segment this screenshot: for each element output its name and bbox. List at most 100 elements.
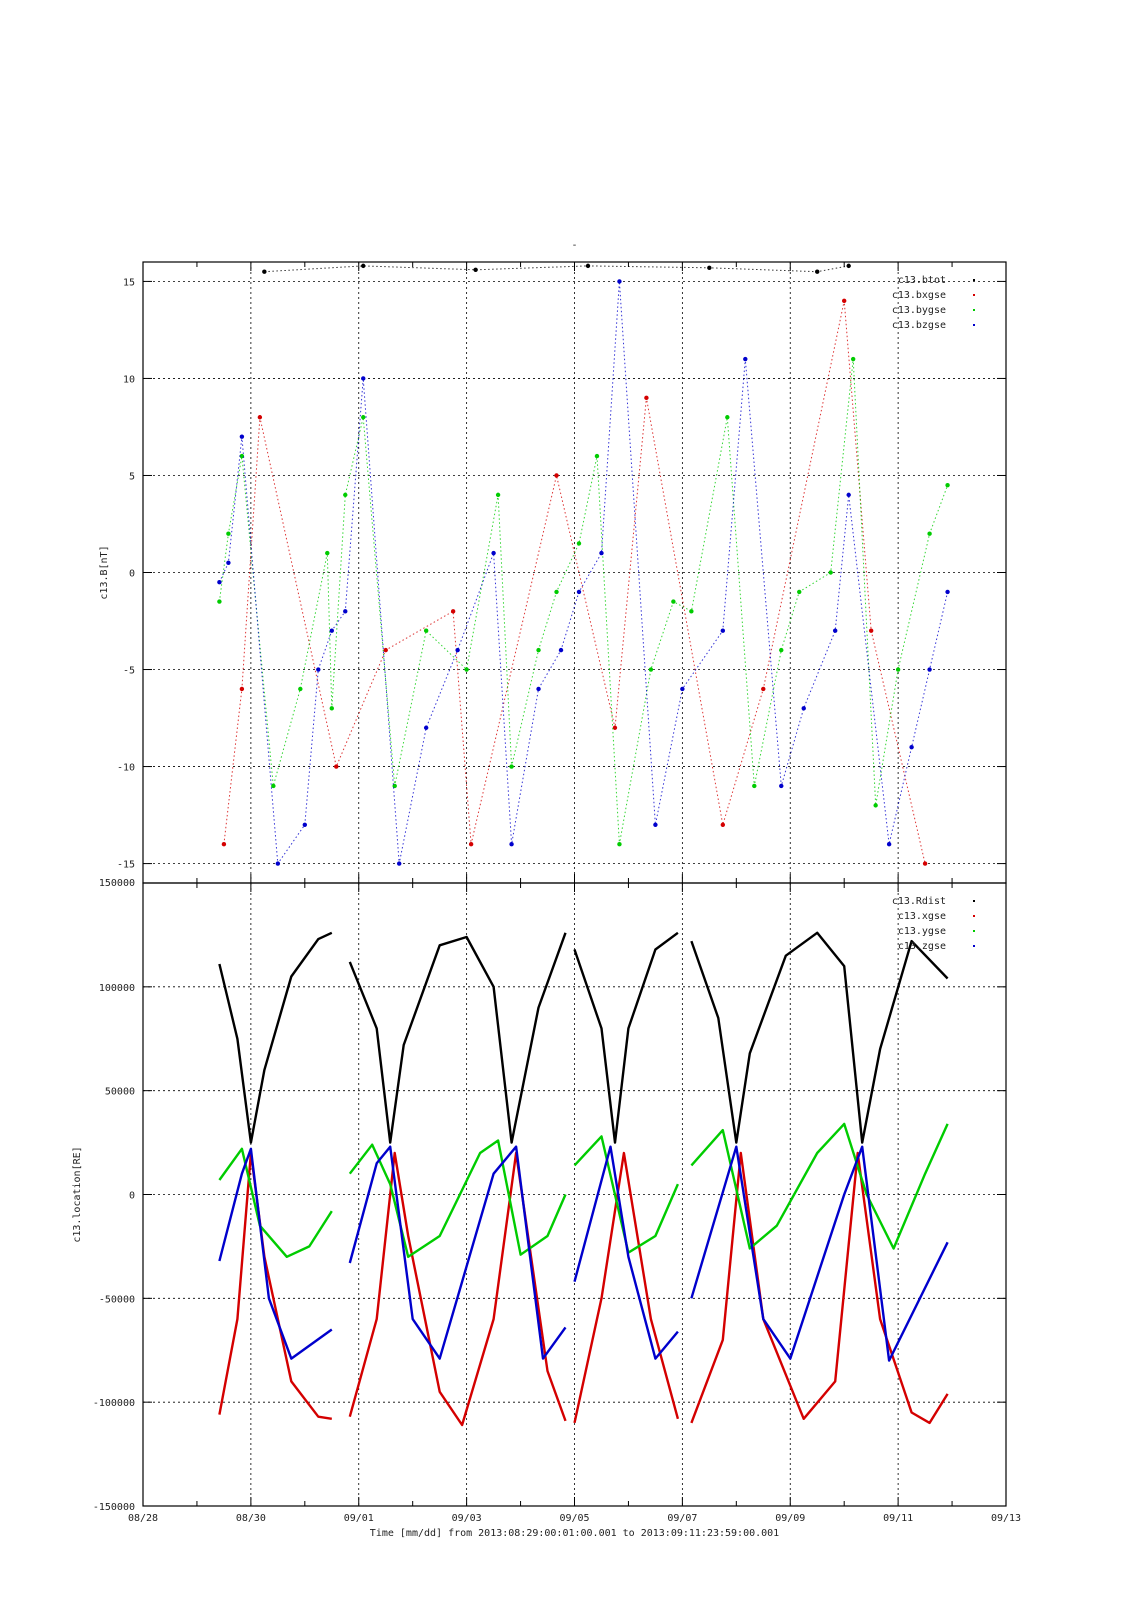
y-tick-label: -10 xyxy=(117,763,135,774)
data-point xyxy=(329,706,334,711)
magnetic-field-panel: 15 10 5 0 -5 -10 -15 c13.B[nT] c13.btot c13.bxgse… xyxy=(99,261,1007,884)
data-point xyxy=(779,783,784,789)
data-point xyxy=(594,453,600,459)
x-tick-label: 08/30 xyxy=(236,1513,266,1524)
y-tick-label: -5 xyxy=(123,666,135,677)
y-tick-label: 15 xyxy=(123,277,135,288)
data-point xyxy=(455,647,460,653)
series-c13-zgse xyxy=(218,1145,949,1362)
series-c13-btot xyxy=(262,263,851,274)
data-point xyxy=(868,628,874,633)
data-point xyxy=(689,609,694,614)
data-point xyxy=(653,822,658,827)
data-point xyxy=(334,764,339,769)
data-point xyxy=(316,667,321,672)
data-point xyxy=(585,263,591,269)
data-point xyxy=(720,822,726,827)
x-tick-label: 09/13 xyxy=(991,1513,1021,1524)
series-c13-bxgse xyxy=(221,298,928,866)
data-point xyxy=(599,550,604,556)
series-c13-xgse xyxy=(218,1151,949,1427)
y-tick-label: -15 xyxy=(117,860,135,871)
data-point xyxy=(361,376,366,381)
data-point xyxy=(909,744,914,750)
legend-swatch xyxy=(973,324,975,326)
series-c13-ygse xyxy=(218,1122,949,1258)
x-tick-label: 09/07 xyxy=(667,1513,697,1524)
x-tick-label: 08/28 xyxy=(128,1513,158,1524)
y-tick-label: 150000 xyxy=(99,878,135,889)
x-axis-label: Time [mm/dd] from 2013:08:29:00:01:00.00… xyxy=(370,1528,779,1539)
data-point xyxy=(886,841,892,847)
series-trail xyxy=(218,358,949,845)
y-axis-label: c13.B[nT] xyxy=(99,545,110,599)
y-tick-label: 100000 xyxy=(99,983,135,994)
legend-entry: c13.bzgse xyxy=(892,320,946,331)
y-tick-label: 5 xyxy=(129,471,135,482)
series-line xyxy=(218,1151,949,1427)
data-point xyxy=(464,667,469,672)
legend-swatch xyxy=(973,900,975,902)
legend-entry: c13.Rdist xyxy=(892,896,946,907)
data-point xyxy=(302,822,308,827)
data-point xyxy=(423,725,429,730)
legend-swatch xyxy=(973,915,975,917)
series-line xyxy=(218,931,949,1144)
data-point xyxy=(343,492,348,498)
legend-entry: c13.bygse xyxy=(892,305,946,316)
legend-entry: c13.btot xyxy=(898,275,946,286)
data-point xyxy=(271,783,276,789)
data-point xyxy=(509,841,514,847)
series-line xyxy=(218,1145,949,1362)
data-point xyxy=(617,279,622,284)
data-point xyxy=(725,415,730,420)
y-axis-label: c13.location[RE] xyxy=(72,1146,83,1242)
data-point xyxy=(680,686,685,692)
data-point xyxy=(648,667,654,672)
legend-swatch xyxy=(973,279,975,281)
legend-swatch xyxy=(973,930,975,932)
data-point xyxy=(801,706,806,711)
y-tick-label: 0 xyxy=(129,569,135,580)
location-panel: 150000 100000 50000 0 -50000 -100000 -150000 c1… xyxy=(72,878,1007,1513)
series-line xyxy=(218,1122,949,1258)
series-trail xyxy=(223,300,926,864)
legend-entry: c13.bxgse xyxy=(892,290,946,301)
x-tick-label: 09/03 xyxy=(452,1513,482,1524)
y-tick-label: 50000 xyxy=(105,1087,135,1098)
data-point xyxy=(873,803,878,808)
y-tick-label: -100000 xyxy=(93,1398,135,1409)
data-point xyxy=(217,599,222,604)
legend-swatch xyxy=(973,945,975,947)
data-point xyxy=(325,550,330,556)
data-point xyxy=(298,686,303,692)
data-point xyxy=(945,482,950,488)
series-trail xyxy=(264,265,849,273)
legend-entry: c13.ygse xyxy=(898,926,946,937)
data-point xyxy=(576,541,582,546)
data-point xyxy=(832,628,838,633)
series-trail xyxy=(218,281,949,866)
data-point xyxy=(262,269,267,274)
data-point xyxy=(473,267,478,272)
series-c13-bzgse xyxy=(217,279,950,866)
y-tick-label: -150000 xyxy=(93,1502,135,1513)
x-tick-label: 09/11 xyxy=(883,1513,913,1524)
data-point xyxy=(239,453,245,459)
legend-swatch xyxy=(973,309,975,311)
data-point xyxy=(779,647,784,653)
data-point xyxy=(927,667,932,672)
series-c13-Rdist xyxy=(218,931,949,1144)
x-tick-label: 09/01 xyxy=(344,1513,374,1524)
data-point xyxy=(491,550,496,556)
data-point xyxy=(846,492,851,498)
y-tick-label: -50000 xyxy=(99,1294,135,1305)
data-point xyxy=(450,609,456,614)
legend-entry: c13.zgse xyxy=(898,941,946,952)
data-point xyxy=(361,263,366,269)
y-tick-label: 0 xyxy=(129,1191,135,1202)
x-tick-label: 09/05 xyxy=(559,1513,589,1524)
data-point xyxy=(536,686,541,692)
y-tick-label: 10 xyxy=(123,374,135,385)
